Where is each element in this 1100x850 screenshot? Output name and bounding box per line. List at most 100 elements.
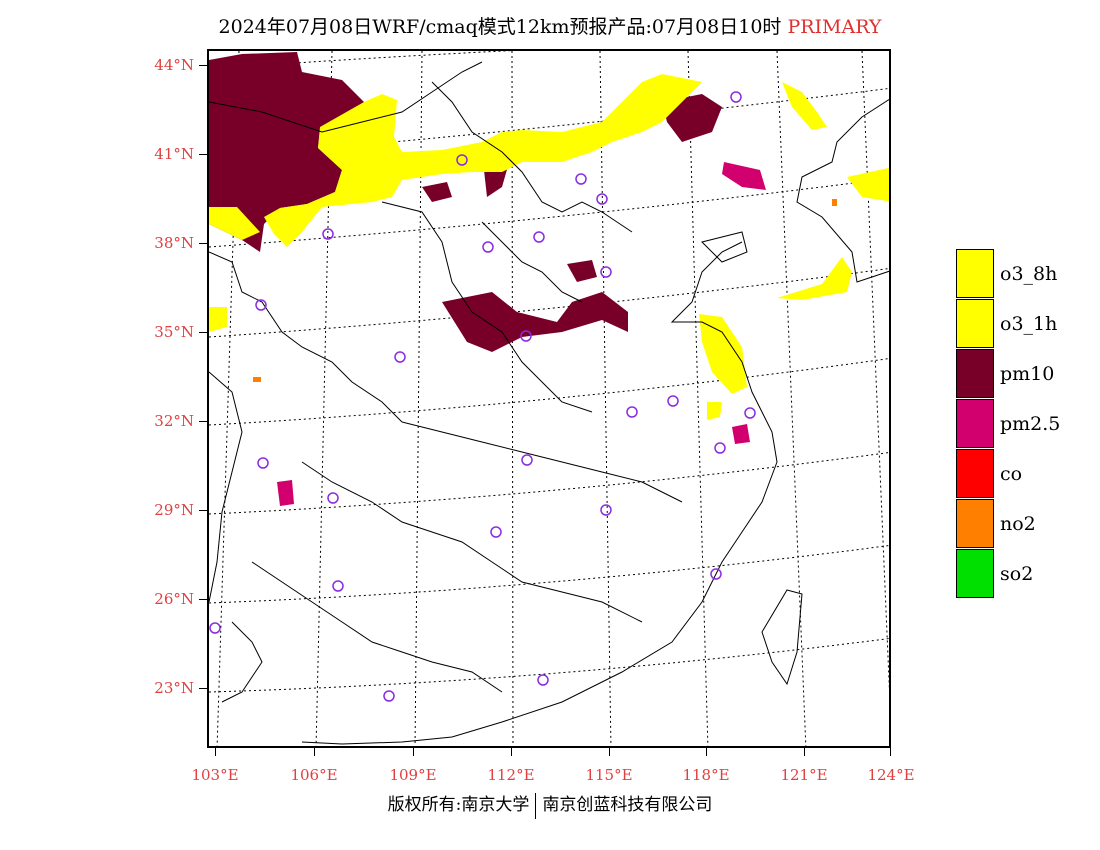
pm25-zhejiang bbox=[732, 424, 750, 444]
legend-label: o3_1h bbox=[1000, 313, 1058, 335]
lon-tick bbox=[511, 748, 512, 756]
legend-swatch bbox=[956, 549, 994, 598]
lat-label-32: 32°N bbox=[154, 412, 194, 430]
pm10-patch bbox=[422, 182, 452, 202]
lat-tick bbox=[199, 332, 207, 333]
o3-west-edge bbox=[209, 307, 227, 332]
lat-tick bbox=[199, 65, 207, 66]
pm10-inner-mongolia bbox=[209, 52, 364, 252]
lat-label-26: 26°N bbox=[154, 590, 194, 608]
station-marker bbox=[730, 91, 742, 103]
province-line-7 bbox=[481, 221, 583, 303]
station-marker bbox=[482, 241, 494, 253]
station-marker bbox=[332, 580, 344, 592]
footer-copyright: 版权所有:南京大学 bbox=[387, 795, 530, 815]
east-coast bbox=[301, 241, 778, 745]
meridian-112 bbox=[511, 51, 514, 746]
lon-tick bbox=[706, 748, 707, 756]
no2-patch-2 bbox=[832, 199, 837, 206]
bohai-coast bbox=[701, 231, 748, 263]
parallel-23 bbox=[209, 638, 889, 693]
station-marker bbox=[209, 622, 221, 634]
station-marker bbox=[255, 299, 267, 311]
north-border bbox=[209, 61, 483, 133]
taiwan-island bbox=[761, 589, 803, 686]
o3-yellow-sea bbox=[777, 257, 852, 300]
lon-label-109: 109°E bbox=[389, 766, 437, 784]
station-marker bbox=[257, 457, 269, 469]
station-marker bbox=[714, 442, 726, 454]
legend-swatch bbox=[956, 299, 994, 348]
station-marker bbox=[744, 407, 756, 419]
footer: 版权所有:南京大学 南京创蓝科技有限公司 bbox=[0, 790, 1100, 819]
lon-label-115: 115°E bbox=[585, 766, 633, 784]
station-marker bbox=[626, 406, 638, 418]
o3-east-coast bbox=[699, 314, 747, 394]
map-canvas bbox=[209, 51, 889, 746]
lat-tick bbox=[199, 154, 207, 155]
lat-tick bbox=[199, 510, 207, 511]
o3-east-patch bbox=[707, 402, 722, 420]
station-marker bbox=[520, 330, 532, 342]
legend-swatch bbox=[956, 399, 994, 448]
o3-west-patch bbox=[209, 207, 260, 240]
province-line-6 bbox=[431, 81, 633, 233]
pm10-shanxi bbox=[567, 260, 597, 282]
footer-separator bbox=[535, 792, 537, 819]
station-marker bbox=[596, 193, 608, 205]
northeast-coast bbox=[796, 98, 889, 283]
legend-label: no2 bbox=[1000, 513, 1036, 535]
map-frame bbox=[207, 49, 891, 748]
west-border bbox=[209, 371, 243, 603]
legend-swatch bbox=[956, 499, 994, 548]
lat-tick bbox=[199, 421, 207, 422]
lon-label-121: 121°E bbox=[780, 766, 828, 784]
parallel-32 bbox=[209, 358, 889, 426]
lat-tick bbox=[199, 243, 207, 244]
meridian-124 bbox=[861, 51, 889, 692]
lon-tick bbox=[314, 748, 315, 756]
southwest-border bbox=[221, 621, 263, 703]
no2-patch-1 bbox=[253, 377, 261, 382]
map-title: 2024年07月08日WRF/cmaq模式12km预报产品:07月08日10时 P… bbox=[0, 12, 1100, 39]
station-marker bbox=[600, 504, 612, 516]
lon-label-118: 118°E bbox=[682, 766, 730, 784]
province-line-1 bbox=[209, 251, 403, 423]
province-line-5 bbox=[251, 561, 503, 693]
station-marker bbox=[521, 454, 533, 466]
no2-areas bbox=[253, 199, 837, 382]
meridian-118 bbox=[687, 51, 709, 746]
map-title-tag: PRIMARY bbox=[787, 16, 882, 38]
station-marker bbox=[456, 154, 468, 166]
pm25-northeast bbox=[722, 162, 766, 190]
lon-tick bbox=[890, 748, 891, 756]
station-marker bbox=[322, 228, 334, 240]
parallel-29 bbox=[209, 452, 889, 515]
legend-label: pm10 bbox=[1000, 363, 1055, 385]
lat-label-38: 38°N bbox=[154, 234, 194, 252]
lon-label-106: 106°E bbox=[290, 766, 338, 784]
o3-north-band bbox=[264, 74, 702, 247]
province-line-4 bbox=[301, 461, 643, 623]
station-markers bbox=[209, 91, 756, 702]
station-marker bbox=[667, 395, 679, 407]
o3-liaoning bbox=[782, 82, 827, 130]
lat-tick bbox=[199, 599, 207, 600]
parallel-26 bbox=[209, 545, 889, 604]
pm10-areas bbox=[209, 52, 722, 352]
lon-tick bbox=[609, 748, 610, 756]
o3-areas bbox=[209, 74, 889, 420]
boundaries bbox=[209, 61, 889, 745]
o3-korea bbox=[847, 167, 889, 202]
meridian-115 bbox=[599, 51, 612, 746]
legend-label: co bbox=[1000, 463, 1023, 485]
lon-tick bbox=[413, 748, 414, 756]
lon-label-124: 124°E bbox=[867, 766, 915, 784]
footer-company: 南京创蓝科技有限公司 bbox=[542, 795, 713, 815]
station-marker bbox=[533, 231, 545, 243]
legend-label: o3_8h bbox=[1000, 263, 1058, 285]
map-title-text: 2024年07月08日WRF/cmaq模式12km预报产品:07月08日10时 bbox=[218, 16, 782, 38]
station-marker bbox=[600, 266, 612, 278]
station-marker bbox=[394, 351, 406, 363]
province-line-3 bbox=[401, 421, 683, 503]
